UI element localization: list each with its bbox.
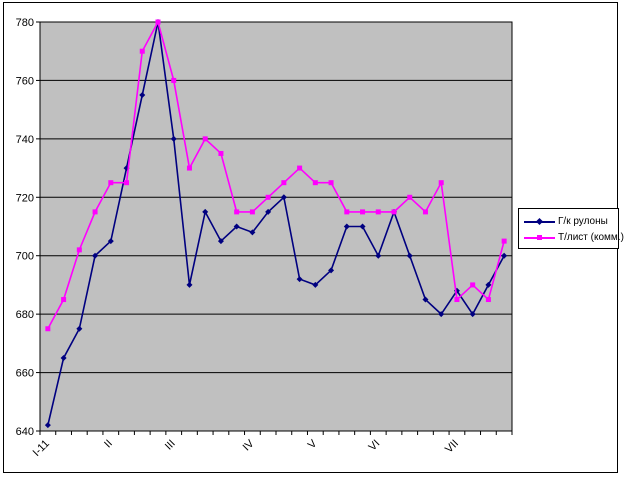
data-point-marker — [123, 165, 130, 172]
square-marker-icon — [537, 234, 542, 240]
legend-line-sample — [524, 217, 555, 226]
data-point-marker — [61, 297, 67, 303]
data-point-marker — [454, 297, 460, 303]
data-point-marker — [202, 136, 208, 142]
diamond-marker-icon — [535, 217, 544, 225]
data-point-marker — [202, 208, 209, 215]
data-point-marker — [438, 311, 445, 318]
data-point-marker — [312, 180, 318, 186]
data-point-marker — [328, 267, 335, 274]
data-point-marker — [360, 209, 366, 215]
data-point-marker — [265, 194, 271, 200]
x-axis-label: I-11 — [31, 438, 52, 459]
series-line-0 — [47, 21, 505, 426]
series-line-1 — [47, 19, 505, 330]
data-point-marker — [76, 325, 83, 332]
data-point-marker — [470, 282, 476, 288]
y-axis-label: 700 — [16, 251, 34, 263]
data-point-marker — [375, 209, 381, 215]
data-point-marker — [249, 209, 255, 215]
data-point-marker — [485, 297, 491, 303]
x-axis-label: V — [306, 437, 320, 451]
legend: Г/к рулоны Т/лист (комм.) — [518, 208, 624, 249]
legend-label: Г/к рулоны — [558, 215, 608, 227]
data-point-marker — [375, 252, 382, 259]
x-axis-label: VII — [443, 438, 461, 456]
data-point-marker — [124, 180, 130, 186]
legend-line-sample — [524, 233, 555, 242]
data-point-marker — [249, 229, 256, 236]
data-point-marker — [217, 238, 224, 245]
data-point-marker — [45, 326, 51, 332]
data-point-marker — [422, 209, 428, 215]
data-point-marker — [170, 135, 177, 142]
x-axis-label: II — [102, 438, 115, 451]
data-point-marker — [501, 252, 508, 259]
x-axis-label: IV — [241, 437, 257, 453]
data-point-marker — [297, 165, 303, 171]
plot-area — [39, 21, 513, 432]
y-axis-label: 780 — [16, 17, 34, 29]
data-point-marker — [312, 281, 319, 288]
data-point-marker — [501, 238, 507, 244]
data-point-marker — [233, 223, 240, 230]
data-point-marker — [469, 311, 476, 318]
data-point-marker — [343, 223, 350, 230]
legend-label: Т/лист (комм.) — [558, 231, 624, 243]
data-point-marker — [485, 281, 492, 288]
y-axis-label: 760 — [16, 75, 34, 87]
data-point-marker — [234, 209, 240, 215]
y-axis-label: 680 — [16, 309, 34, 321]
y-axis-label: 740 — [16, 134, 34, 146]
data-point-marker — [44, 422, 51, 429]
y-axis-label: 720 — [16, 192, 34, 204]
data-point-marker — [281, 180, 287, 186]
data-point-marker — [344, 209, 350, 215]
data-point-marker — [328, 180, 334, 186]
data-point-marker — [171, 77, 177, 83]
data-point-marker — [139, 92, 146, 99]
legend-item-t-list: Т/лист (комм.) — [524, 229, 624, 245]
data-point-marker — [438, 180, 444, 186]
data-point-marker — [280, 194, 287, 201]
data-point-marker — [359, 223, 366, 230]
data-point-marker — [155, 19, 161, 25]
data-point-marker — [296, 276, 303, 283]
data-point-marker — [218, 150, 224, 156]
data-point-marker — [76, 247, 82, 253]
x-axis-label: VI — [367, 438, 383, 454]
y-axis-label: 660 — [16, 368, 34, 380]
data-point-marker — [265, 208, 272, 215]
x-axis-label: III — [163, 438, 178, 453]
data-point-marker — [92, 209, 98, 215]
data-point-marker — [186, 165, 192, 171]
data-point-marker — [391, 209, 397, 215]
data-point-marker — [108, 180, 114, 186]
data-point-marker — [60, 354, 67, 361]
data-point-marker — [186, 281, 193, 288]
data-point-marker — [92, 252, 99, 259]
data-point-marker — [422, 296, 429, 303]
data-point-marker — [107, 238, 114, 245]
legend-item-gk-rulony: Г/к рулоны — [524, 213, 618, 229]
data-point-marker — [406, 252, 413, 259]
data-point-marker — [407, 194, 413, 200]
y-axis-label: 640 — [16, 426, 34, 438]
data-point-marker — [139, 48, 145, 54]
